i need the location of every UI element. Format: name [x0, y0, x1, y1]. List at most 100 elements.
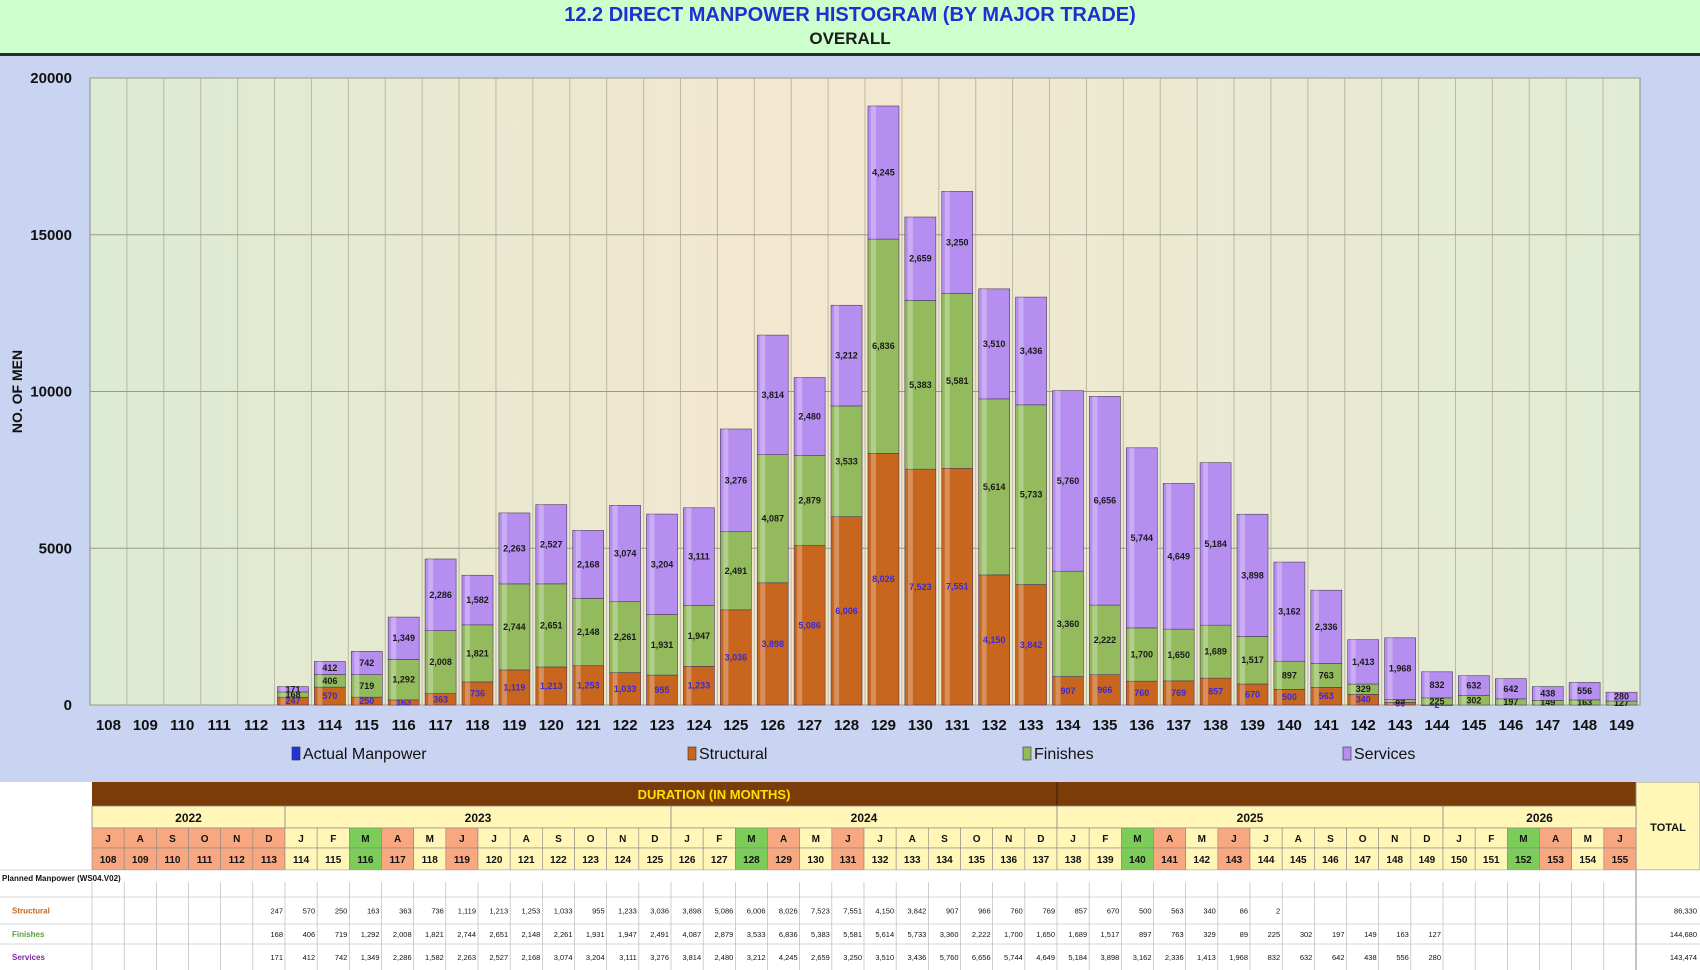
data-label-finishes: 2,222 [1094, 635, 1117, 645]
bar-highlight [981, 574, 987, 705]
data-label-structural: 500 [1282, 692, 1297, 702]
row-value: 3,510 [875, 953, 894, 962]
row-value: 3,898 [682, 907, 701, 916]
month-number: 111 [197, 855, 213, 866]
bar-highlight [907, 300, 913, 470]
data-label-finishes: 1,517 [1241, 655, 1264, 665]
bar-highlight [1609, 692, 1615, 702]
data-label-services: 4,649 [1167, 551, 1190, 561]
data-label-services: 1,349 [392, 633, 415, 643]
month-number: 137 [1033, 855, 1050, 866]
bar-highlight [391, 617, 397, 660]
month-letter: J [877, 834, 883, 845]
row-value: 1,968 [1229, 953, 1248, 962]
row-value: 4,087 [682, 930, 701, 939]
row-value: 1,821 [425, 930, 444, 939]
month-number: 121 [518, 855, 535, 866]
y-axis-label: NO. OF MEN [9, 350, 25, 433]
month-letter: F [1102, 834, 1108, 845]
bar-highlight [760, 335, 766, 455]
month-number: 149 [1419, 855, 1436, 866]
data-label-structural: 1,233 [688, 681, 711, 691]
month-letter: O [973, 834, 981, 845]
bar-structural [609, 672, 641, 706]
duration-label: DURATION (IN MONTHS) [638, 787, 791, 802]
bar-highlight [760, 582, 766, 705]
data-label-structural: 5,086 [798, 620, 821, 630]
bar-highlight [575, 530, 581, 599]
x-tick-label: 121 [576, 717, 601, 734]
bar-highlight [1461, 695, 1467, 705]
data-label-finishes: 127 [1614, 698, 1629, 708]
row-value: 1,700 [1004, 930, 1023, 939]
bar-finishes [1089, 604, 1121, 676]
x-tick-label: 142 [1351, 717, 1376, 734]
data-label-finishes: 1,650 [1167, 650, 1190, 660]
bar-structural [498, 669, 531, 706]
row-value: 2,527 [489, 953, 508, 962]
row-value: 363 [399, 907, 412, 916]
month-letter: J [1456, 834, 1462, 845]
bar-services [1273, 561, 1306, 662]
bar-structural [646, 674, 678, 706]
data-label-finishes: 149 [1540, 698, 1555, 708]
data-label-structural: 250 [359, 696, 374, 706]
bar-finishes [461, 624, 494, 683]
bar-finishes [904, 300, 937, 470]
row-value: 2 [1276, 907, 1280, 916]
data-label-services: 3,898 [1241, 570, 1264, 580]
row-value: 2,008 [393, 930, 412, 939]
row-value: 2,879 [715, 930, 734, 939]
bar-highlight [1092, 674, 1098, 705]
row-total: 86,330 [1674, 907, 1697, 916]
data-label-services: 2,480 [798, 411, 821, 421]
bar-highlight [1240, 683, 1245, 705]
row-value: 225 [1268, 930, 1281, 939]
month-number: 139 [1097, 855, 1114, 866]
row-value: 2,286 [393, 953, 412, 962]
bar-structural [572, 665, 605, 706]
bar-services [793, 377, 826, 456]
total-header-label: TOTAL [1650, 822, 1686, 834]
x-tick-label: 148 [1572, 717, 1597, 734]
x-tick-label: 113 [281, 717, 305, 734]
bar-highlight [317, 674, 323, 688]
bar-highlight [354, 651, 360, 675]
bar-highlight [1129, 681, 1135, 705]
month-letter: A [394, 834, 401, 845]
data-label-services: 3,814 [761, 390, 784, 400]
row-value: 1,033 [554, 907, 573, 916]
row-value: 1,349 [361, 953, 380, 962]
month-number: 148 [1386, 855, 1403, 866]
month-letter: N [233, 834, 240, 845]
bar-highlight [1350, 639, 1356, 685]
bar-highlight [944, 293, 950, 469]
data-label-services: 3,212 [835, 351, 858, 361]
bar-finishes [1199, 624, 1232, 679]
data-label-structural: 570 [322, 691, 337, 701]
row-value: 2,744 [457, 930, 476, 939]
bar-highlight [1018, 404, 1024, 585]
data-label-services: 3,276 [725, 475, 748, 485]
bar-highlight [1387, 699, 1393, 703]
total-header-cell [1635, 782, 1700, 871]
row-value: 769 [1042, 907, 1055, 916]
data-label-services: 412 [322, 663, 337, 673]
month-letter: D [651, 834, 658, 845]
bar-highlight [1424, 704, 1430, 706]
row-value: 406 [303, 930, 316, 939]
month-letter: M [1584, 834, 1592, 845]
bar-services [1347, 639, 1380, 685]
row-value: 5,760 [940, 953, 959, 962]
bar-highlight [1092, 605, 1098, 675]
bar-services [1199, 462, 1232, 626]
x-tick-label: 129 [871, 717, 896, 734]
row-value: 438 [1364, 953, 1377, 962]
data-label-structural: 563 [1319, 691, 1334, 701]
month-number: 151 [1483, 855, 1500, 866]
histogram-chart: 0 5000 10000 15000 20000 NO. OF MEN 108 109 110 1… [0, 56, 1700, 782]
bar-structural [1089, 674, 1121, 706]
bar-highlight [1166, 680, 1172, 705]
bar-services [1052, 390, 1084, 572]
bar-highlight [280, 686, 286, 692]
